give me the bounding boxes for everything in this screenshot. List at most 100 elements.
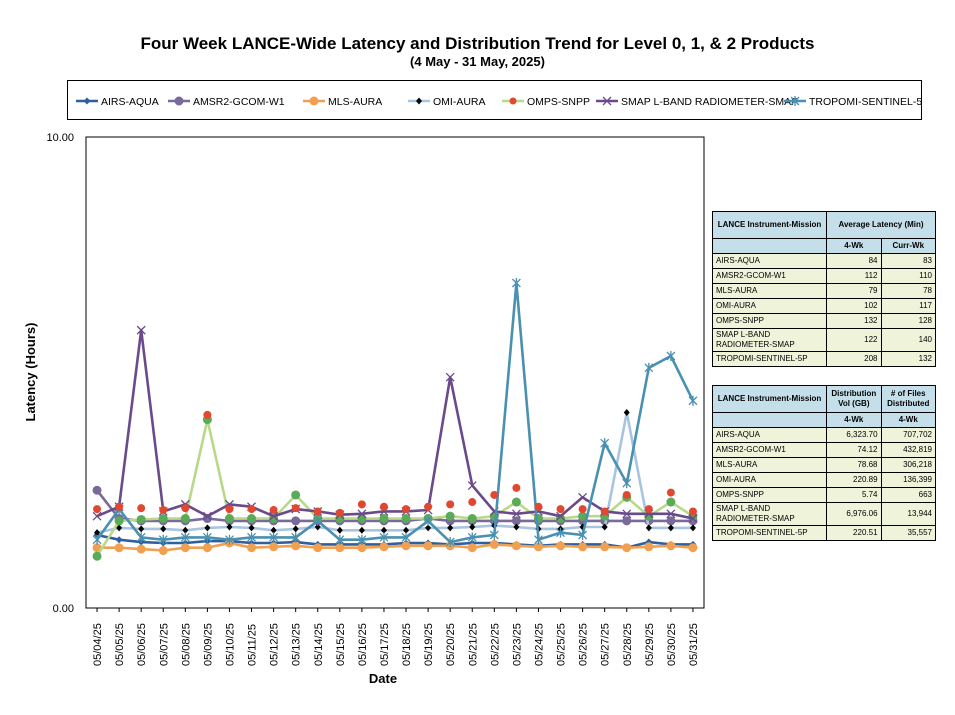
table-cell: 432,819 <box>880 442 937 458</box>
data-point <box>379 514 389 524</box>
data-point <box>202 511 212 521</box>
table-cell: AMSR2-GCOM-W1 <box>711 442 828 458</box>
data-point <box>446 500 455 509</box>
data-point <box>92 543 102 553</box>
x-tick-label: 05/27/25 <box>600 623 612 666</box>
table-cell: 128 <box>880 313 937 329</box>
x-tick-label: 05/17/25 <box>379 623 391 666</box>
data-point <box>512 483 521 492</box>
table-cell: 5.74 <box>826 487 882 503</box>
data-point <box>180 532 190 543</box>
legend-item: MLS-AURA <box>303 96 382 108</box>
data-point <box>688 543 698 553</box>
data-point <box>447 524 454 532</box>
table-row: OMPS-SNPP 132 128 <box>711 313 937 329</box>
series-omps-snpp <box>92 415 698 561</box>
data-point <box>380 526 387 534</box>
data-point <box>600 542 610 552</box>
data-point <box>269 511 279 521</box>
data-point <box>556 511 565 521</box>
legend-label: OMPS-SNPP <box>527 96 590 108</box>
data-point <box>136 325 146 335</box>
table-cell: 220.89 <box>826 472 882 488</box>
data-point <box>291 541 301 551</box>
data-point <box>269 532 279 543</box>
data-point <box>203 410 212 419</box>
data-point <box>335 534 345 545</box>
data-point <box>136 544 146 554</box>
table-cell: # of Files Distributed <box>880 385 937 413</box>
x-tick-label: 05/13/25 <box>291 623 303 666</box>
table-row: OMI-AURA 102 117 <box>711 298 937 314</box>
series-line <box>95 281 695 544</box>
distribution-table: LANCE Instrument-Mission Distribution Vol… <box>711 385 937 541</box>
table-cell: 6,323.70 <box>826 427 882 443</box>
table-cell: 132 <box>880 351 937 367</box>
data-point <box>115 536 123 544</box>
table-cell: 13,944 <box>880 502 937 526</box>
legend-label: AIRS-AQUA <box>101 96 159 108</box>
data-point <box>511 509 521 519</box>
table-cell <box>711 238 828 254</box>
table-cell: 4-Wk <box>826 238 882 254</box>
data-point <box>511 516 521 526</box>
series-line <box>95 489 693 523</box>
data-point <box>314 523 321 531</box>
table-cell: 79 <box>826 283 882 299</box>
table-cell: 122 <box>826 328 882 352</box>
data-point <box>291 490 301 500</box>
data-point <box>92 511 102 521</box>
data-point <box>688 514 698 523</box>
data-point <box>689 524 696 532</box>
series-omi-aura <box>94 409 696 537</box>
data-point <box>379 532 389 543</box>
data-point <box>556 527 565 538</box>
legend-item: AIRS-AQUA <box>76 96 159 108</box>
x-tick-label: 05/29/25 <box>644 623 656 666</box>
legend-entries: AIRS-AQUA AMSR2-GCOM-W1 MLS-AURA OMI-AURA OM… <box>76 96 929 108</box>
series-smap-l-band-radiometer-smap <box>92 325 698 523</box>
table-cell: AIRS-AQUA <box>711 253 828 269</box>
table-row: MLS-AURA 79 78 <box>711 283 937 299</box>
data-point <box>336 526 343 534</box>
data-point <box>622 516 632 526</box>
table-row: 4-Wk Curr-Wk <box>711 238 937 254</box>
x-tick-label: 05/24/25 <box>533 623 545 666</box>
table-cell: 102 <box>826 298 882 314</box>
data-point <box>159 506 168 515</box>
data-point <box>556 505 565 514</box>
table-cell: TROPOMI-SENTINEL-5P <box>711 351 828 367</box>
data-point <box>247 514 257 524</box>
data-point <box>158 514 168 524</box>
legend-marker <box>174 96 184 106</box>
data-point <box>270 526 277 534</box>
x-tick-label: 05/11/25 <box>247 624 259 666</box>
table-cell: 663 <box>880 487 937 503</box>
data-point <box>313 507 322 516</box>
data-point <box>534 502 543 511</box>
legend-marker <box>309 96 319 106</box>
data-point <box>467 532 477 543</box>
legend-label: AMSR2-GCOM-W1 <box>193 96 285 108</box>
table-row: MLS-AURA 78.68 306,218 <box>711 457 937 473</box>
y-tick-label: 10.00 <box>46 132 74 144</box>
x-tick-label: 05/18/25 <box>401 623 413 666</box>
table-cell: 136,399 <box>880 472 937 488</box>
data-point <box>269 542 279 552</box>
data-point <box>291 504 300 513</box>
data-point <box>622 478 632 489</box>
table-cell: LANCE Instrument-Mission <box>711 385 828 413</box>
x-tick-label: 05/09/25 <box>202 623 214 666</box>
x-tick-label: 05/21/25 <box>467 623 479 666</box>
table-row: TROPOMI-SENTINEL-5P 208 132 <box>711 351 937 367</box>
table-cell: Distribution Vol (GB) <box>826 385 882 413</box>
data-point <box>556 541 566 551</box>
table-cell: OMI-AURA <box>711 472 828 488</box>
data-point <box>379 542 389 552</box>
data-point <box>357 534 367 545</box>
table-row: AIRS-AQUA 84 83 <box>711 253 937 269</box>
x-tick-label: 05/06/25 <box>136 623 148 666</box>
data-point <box>137 504 146 513</box>
legend-marker <box>83 97 91 105</box>
table-cell: TROPOMI-SENTINEL-5P <box>711 525 828 541</box>
